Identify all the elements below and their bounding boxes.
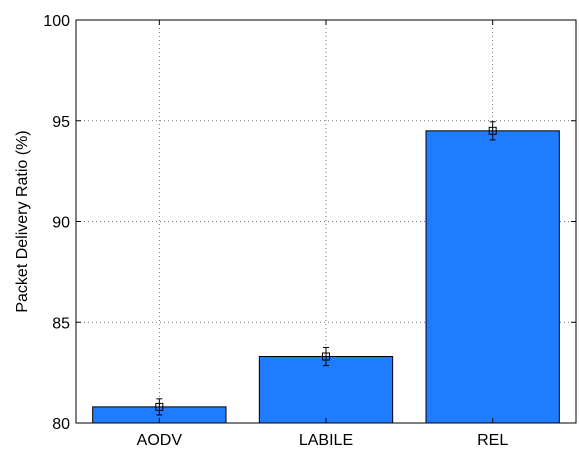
- axis-ticks: [76, 19, 576, 424]
- y-tick-label: 80: [52, 416, 70, 433]
- y-axis-label: Packet Delivery Ratio (%): [14, 130, 31, 312]
- x-tick-labels: AODV LABILE REL: [137, 432, 509, 449]
- x-tick-label: REL: [477, 432, 508, 449]
- error-bars: [155, 121, 497, 416]
- y-tick-label: 100: [43, 13, 70, 30]
- y-tick-label: 90: [52, 215, 70, 232]
- x-tick-label: LABILE: [299, 432, 353, 449]
- y-tick-label: 95: [52, 114, 70, 131]
- bar-rel: [425, 130, 560, 424]
- bar-labile: [258, 356, 394, 424]
- mean-marker: [155, 402, 164, 411]
- mean-marker: [488, 126, 497, 135]
- mean-marker: [322, 352, 330, 361]
- y-tick-label: 85: [52, 315, 70, 332]
- x-tick-label: AODV: [137, 432, 183, 449]
- y-tick-labels: 80 85 90 95 100: [43, 13, 70, 433]
